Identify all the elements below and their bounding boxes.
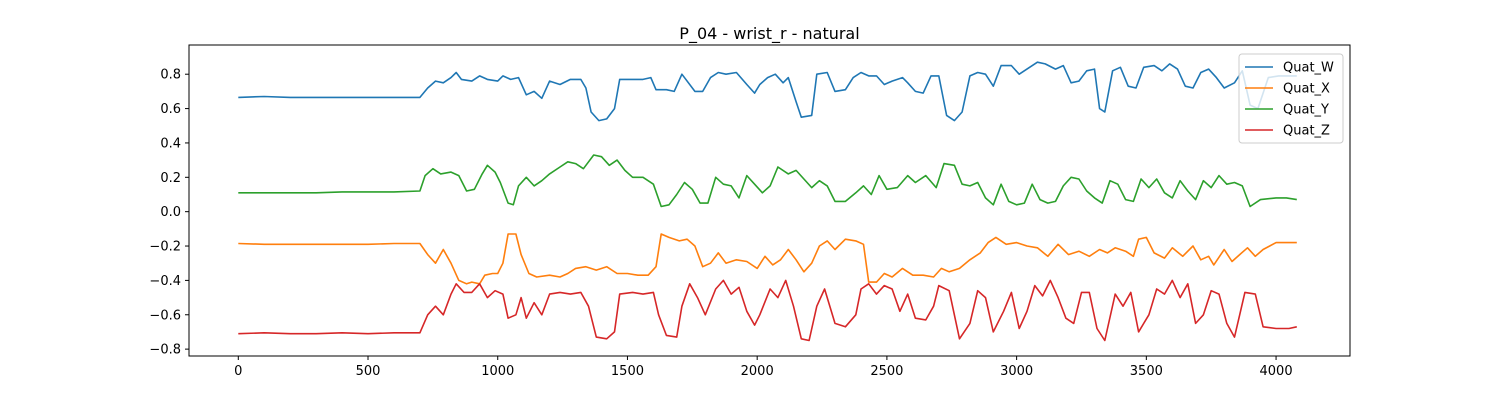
legend-label: Quat_Y [1283,103,1329,118]
y-tick-label: 0.4 [160,136,181,151]
y-tick-label: 0.8 [160,68,181,83]
y-tick-label: 0.2 [160,171,181,186]
x-tick-label: 3000 [1000,364,1033,379]
x-tick-label: 2000 [741,364,774,379]
y-tick-label: −0.6 [149,308,181,323]
series-line-quat-w [238,61,1297,122]
x-tick-label: 1000 [481,364,514,379]
y-tick-label: −0.8 [149,343,181,358]
series-line-quat-x [238,233,1297,285]
x-tick-label: 1500 [611,364,644,379]
series-line-quat-y [238,154,1297,208]
x-tick-label: 0 [234,364,242,379]
x-tick-label: 3500 [1130,364,1163,379]
y-tick-label: −0.4 [149,274,181,289]
plot-frame [188,44,1351,357]
chart-title: P_04 - wrist_r - natural [679,24,859,44]
legend-box [1238,53,1344,144]
legend-label: Quat_W [1283,61,1334,76]
axes: 0 500 1000 1500 2000 2500 3000 3500 4000 −0.8 −0.6… [149,44,1351,379]
legend-label: Quat_Z [1283,124,1330,139]
y-tick-label: 0.6 [160,102,181,117]
x-tick-label: 2500 [870,364,903,379]
y-tick-label: 0.0 [160,205,181,220]
series-line-quat-z [238,279,1297,342]
legend: Quat_W Quat_X Quat_Y Quat_Z [1238,53,1344,144]
y-tick-label: −0.2 [149,240,181,255]
x-tick-label: 500 [356,364,381,379]
legend-label: Quat_X [1283,82,1330,97]
plot-lines [238,61,1297,342]
x-tick-label: 4000 [1260,364,1293,379]
